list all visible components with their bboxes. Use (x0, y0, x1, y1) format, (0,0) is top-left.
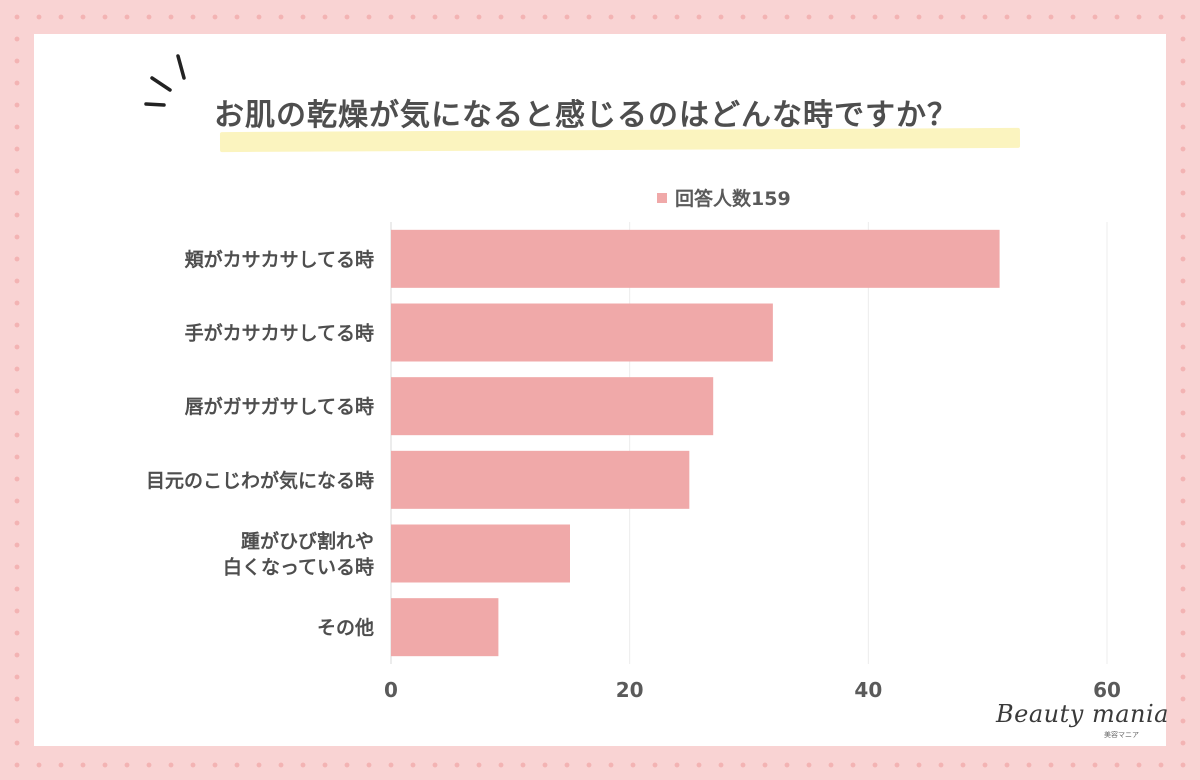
bar (391, 450, 690, 509)
category-label: 目元のこじわが気になる時 (146, 469, 374, 492)
category-label: その他 (317, 616, 374, 639)
logo-text: Beauty mania (996, 700, 1169, 728)
category-label: 唇がガサガサしてる時 (185, 395, 374, 418)
bar (391, 598, 499, 657)
category-label: 頬がカサカサしてる時 (185, 248, 374, 271)
bar (391, 524, 570, 583)
legend-label: 回答人数159 (675, 188, 791, 210)
x-tick-label: 60 (1093, 678, 1121, 702)
title-block: お肌の乾燥が気になると感じるのはどんな時ですか？ (180, 60, 1040, 160)
bar (391, 229, 1000, 288)
legend: 回答人数159 (657, 184, 791, 211)
chart-title: お肌の乾燥が気になると感じるのはどんな時ですか？ (214, 98, 958, 133)
accent-spark-icon (144, 54, 186, 107)
legend-swatch (657, 192, 667, 203)
category-label: 踵がひび割れや白くなっている時 (223, 530, 374, 579)
brand-logo: Beauty mania 美容マニア (996, 700, 1168, 750)
bar (391, 377, 714, 436)
x-tick-label: 20 (616, 678, 644, 702)
logo-subtext: 美容マニア (1104, 731, 1139, 739)
x-tick-label: 40 (854, 678, 882, 702)
x-tick-label: 0 (384, 678, 398, 702)
category-label: 手がカサカサしてる時 (185, 322, 374, 345)
bar (391, 303, 773, 362)
